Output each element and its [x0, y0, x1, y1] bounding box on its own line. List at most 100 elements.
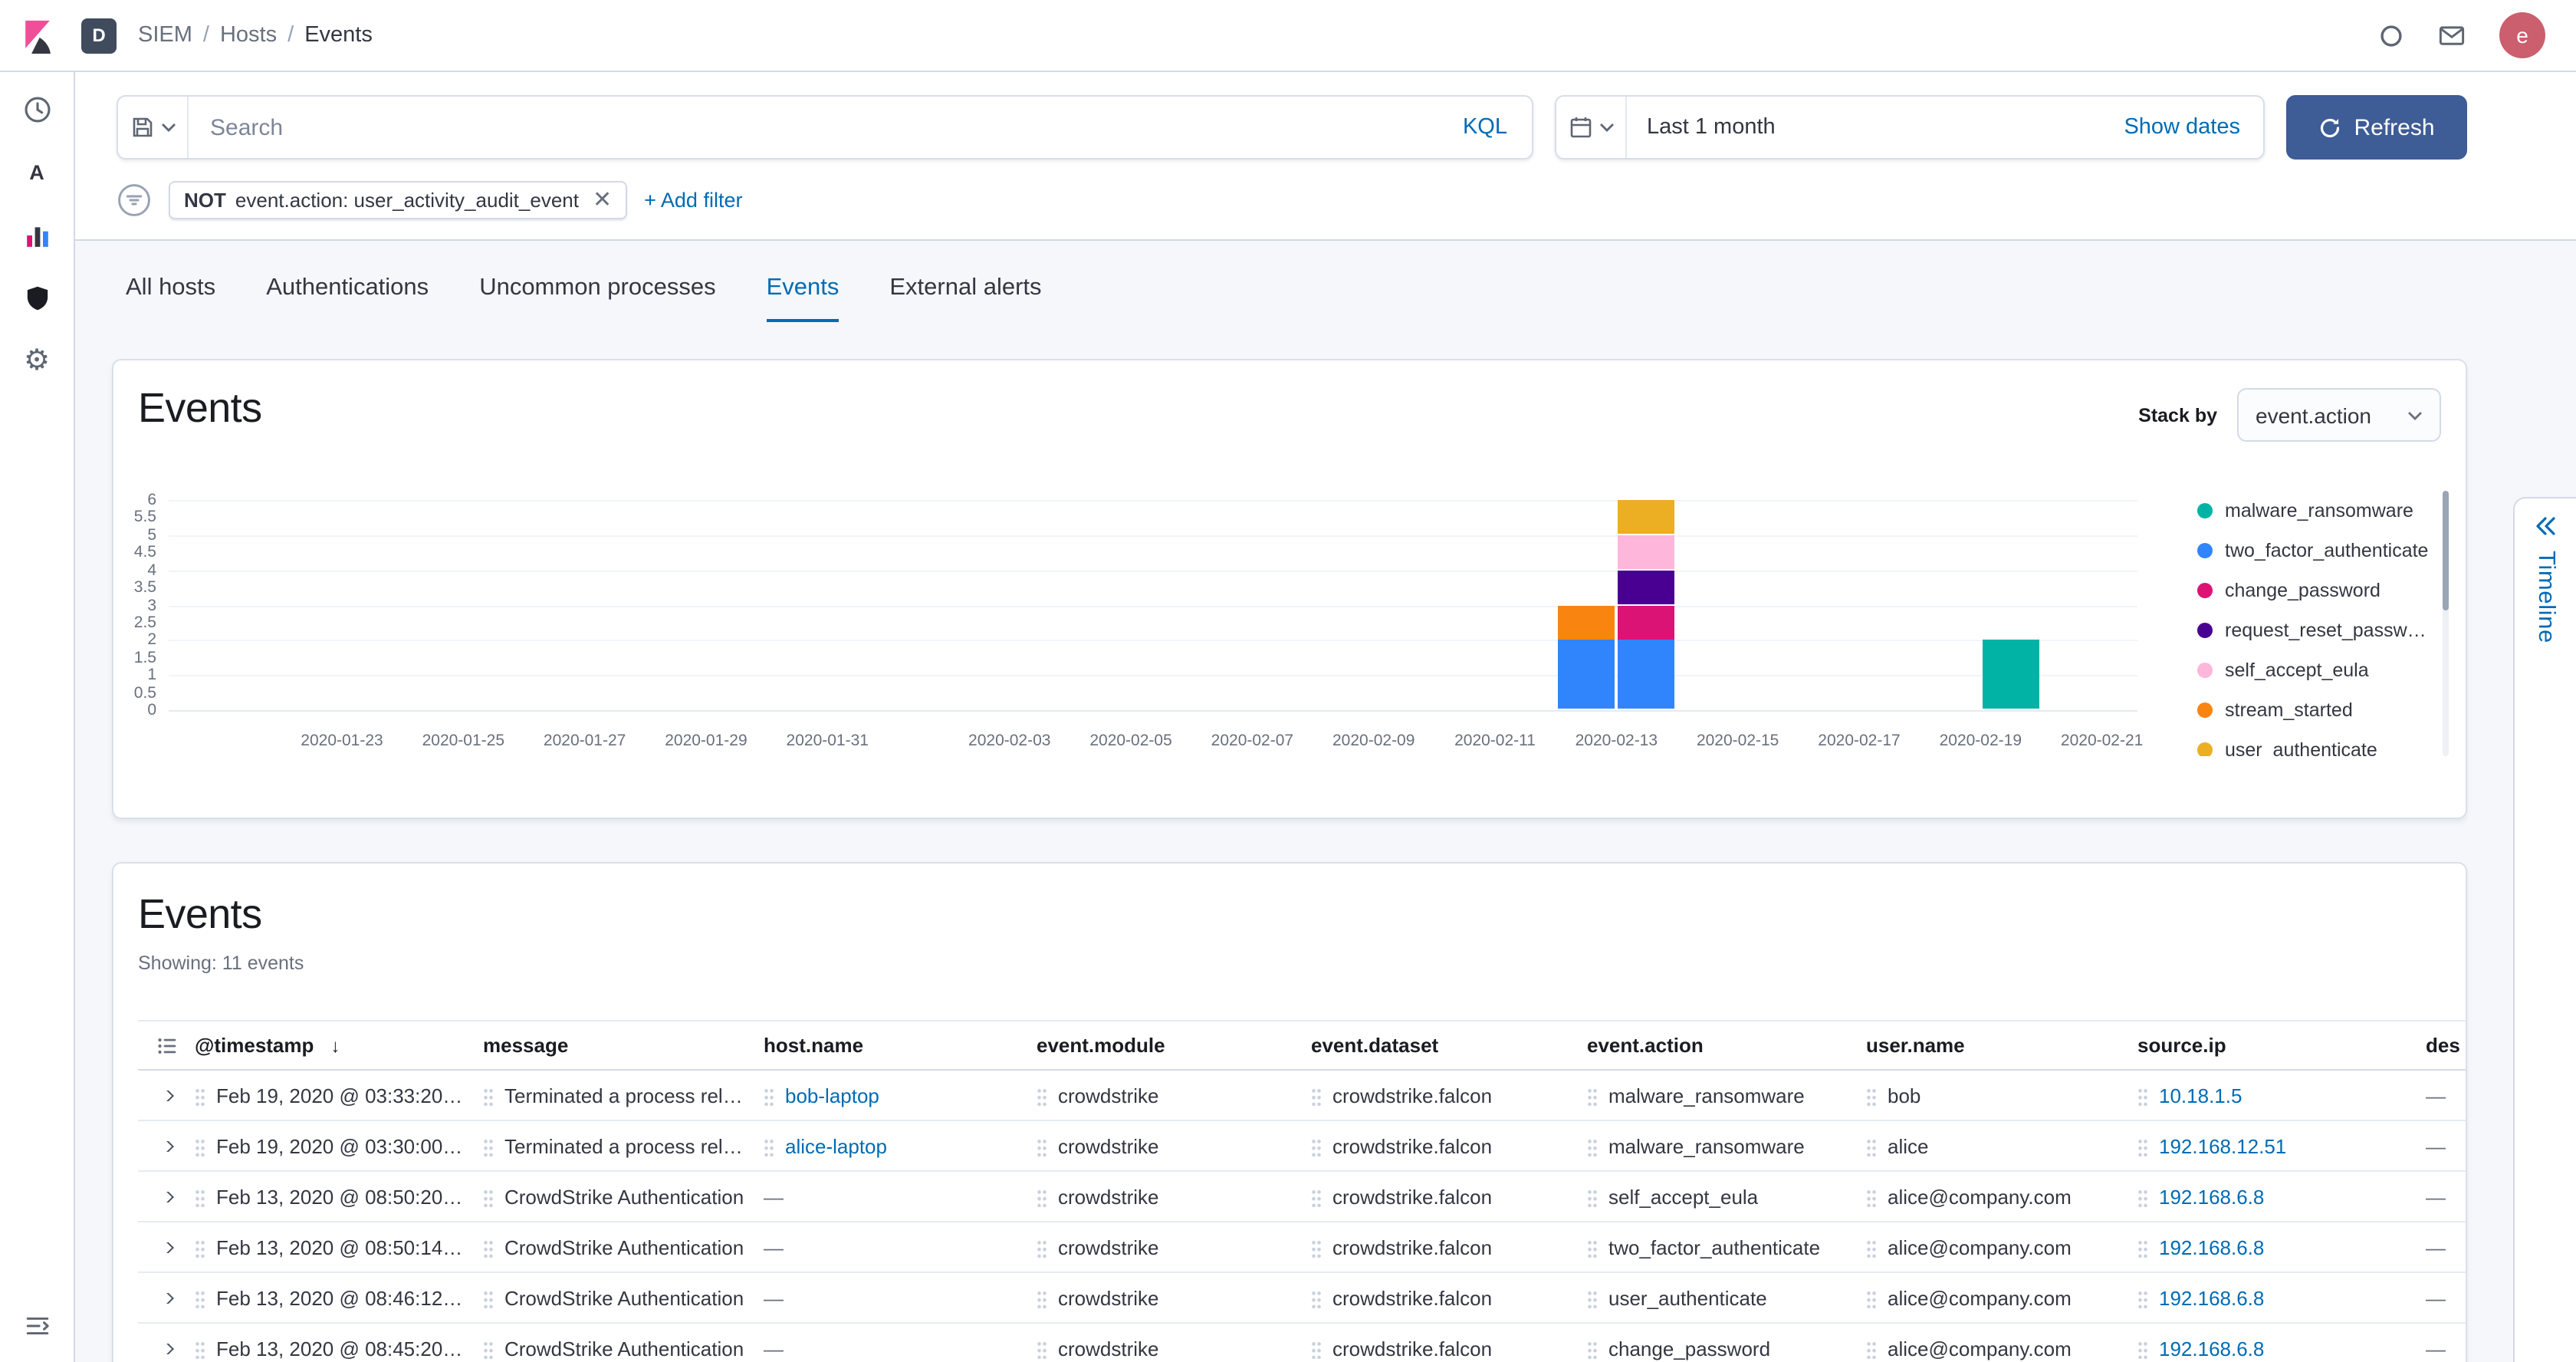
drag-handle-icon[interactable] [1866, 1136, 1877, 1156]
drag-handle-icon[interactable] [1037, 1186, 1047, 1206]
drag-handle-icon[interactable] [1037, 1085, 1047, 1105]
drag-handle-icon[interactable] [1866, 1186, 1877, 1206]
expand-row-button[interactable] [138, 1191, 195, 1202]
refresh-button[interactable]: Refresh [2286, 95, 2467, 160]
legend-item-request_reset_password[interactable]: request_reset_password [2197, 610, 2430, 650]
drag-handle-icon[interactable] [764, 1136, 774, 1156]
bar-2020-02-13-request_reset_password[interactable] [1618, 570, 1675, 604]
drag-handle-icon[interactable] [195, 1237, 205, 1257]
recently-viewed-icon[interactable] [21, 94, 52, 124]
drag-handle-icon[interactable] [2137, 1237, 2148, 1257]
visualize-icon[interactable] [21, 219, 52, 250]
drag-handle-icon[interactable] [1037, 1288, 1047, 1308]
drag-handle-icon[interactable] [1311, 1085, 1322, 1105]
drag-handle-icon[interactable] [1587, 1338, 1598, 1358]
tab-uncommon-processes[interactable]: Uncommon processes [479, 275, 716, 301]
legend-item-stream_started[interactable]: stream_started [2197, 690, 2430, 730]
help-icon[interactable] [2378, 22, 2404, 48]
filter-options-icon[interactable] [117, 182, 152, 217]
drag-handle-icon[interactable] [1587, 1136, 1598, 1156]
drag-handle-icon[interactable] [2137, 1085, 2148, 1105]
drag-handle-icon[interactable] [1587, 1237, 1598, 1257]
expand-row-button[interactable] [138, 1242, 195, 1252]
drag-handle-icon[interactable] [1037, 1136, 1047, 1156]
tab-events[interactable]: Events [766, 275, 840, 322]
drag-handle-icon[interactable] [195, 1338, 205, 1358]
drag-handle-icon[interactable] [483, 1237, 494, 1257]
columns-settings-icon[interactable] [138, 1035, 195, 1056]
legend-scrollbar[interactable] [2443, 491, 2449, 756]
legend-item-malware_ransomware[interactable]: malware_ransomware [2197, 491, 2430, 531]
show-dates-link[interactable]: Show dates [2124, 115, 2240, 140]
drag-handle-icon[interactable] [764, 1085, 774, 1105]
bar-2020-02-13-self_accept_eula[interactable] [1618, 535, 1675, 570]
drag-handle-icon[interactable] [483, 1085, 494, 1105]
siem-icon[interactable] [21, 282, 52, 313]
drag-handle-icon[interactable] [1866, 1085, 1877, 1105]
drag-handle-icon[interactable] [1866, 1288, 1877, 1308]
drag-handle-icon[interactable] [195, 1186, 205, 1206]
expand-row-button[interactable] [138, 1140, 195, 1151]
drag-handle-icon[interactable] [2137, 1136, 2148, 1156]
cell-link[interactable]: 192.168.6.8 [2159, 1235, 2265, 1258]
bar-2020-02-12-two_factor_authenticate[interactable] [1557, 640, 1615, 709]
tab-authentications[interactable]: Authentications [266, 275, 429, 301]
bar-2020-02-19-malware_ransomware[interactable] [1982, 640, 2039, 709]
drag-handle-icon[interactable] [2137, 1288, 2148, 1308]
column-header-des[interactable]: des [2426, 1034, 2466, 1057]
legend-scrollbar-thumb[interactable] [2443, 491, 2449, 610]
drag-handle-icon[interactable] [195, 1288, 205, 1308]
drag-handle-icon[interactable] [2137, 1186, 2148, 1206]
drag-handle-icon[interactable] [1311, 1136, 1322, 1156]
drag-handle-icon[interactable] [1866, 1237, 1877, 1257]
add-filter-link[interactable]: + Add filter [644, 188, 743, 211]
drag-handle-icon[interactable] [483, 1288, 494, 1308]
search-input[interactable] [189, 114, 1438, 140]
tab-all-hosts[interactable]: All hosts [126, 275, 216, 301]
bar-2020-02-13-user_authenticate[interactable] [1618, 500, 1675, 535]
kibana-logo[interactable] [0, 0, 75, 71]
drag-handle-icon[interactable] [483, 1136, 494, 1156]
space-badge[interactable]: D [81, 18, 117, 53]
date-range-value[interactable]: Last 1 month [1647, 115, 1776, 140]
drag-handle-icon[interactable] [1587, 1186, 1598, 1206]
bar-2020-02-13-change_password[interactable] [1618, 605, 1675, 640]
quick-select-date-button[interactable] [1556, 97, 1627, 158]
drag-handle-icon[interactable] [1311, 1237, 1322, 1257]
column-header-message[interactable]: message [483, 1034, 764, 1057]
drag-handle-icon[interactable] [2137, 1338, 2148, 1358]
cell-link[interactable]: 192.168.6.8 [2159, 1337, 2265, 1360]
remove-filter-icon[interactable]: ✕ [592, 186, 613, 212]
drag-handle-icon[interactable] [195, 1136, 205, 1156]
legend-item-two_factor_authenticate[interactable]: two_factor_authenticate [2197, 531, 2430, 571]
drag-handle-icon[interactable] [1037, 1237, 1047, 1257]
breadcrumb-hosts[interactable]: Hosts [219, 23, 278, 48]
cell-link[interactable]: bob-laptop [785, 1084, 879, 1107]
user-avatar[interactable]: e [2499, 12, 2545, 58]
filter-pill[interactable]: NOT event.action: user_activity_audit_ev… [169, 180, 628, 219]
drag-handle-icon[interactable] [483, 1338, 494, 1358]
drag-handle-icon[interactable] [1587, 1085, 1598, 1105]
column-header-hostname[interactable]: host.name [764, 1034, 1037, 1057]
legend-item-self_accept_eula[interactable]: self_accept_eula [2197, 650, 2430, 690]
tab-external-alerts[interactable]: External alerts [889, 275, 1042, 301]
expand-row-button[interactable] [138, 1292, 195, 1303]
column-header-eventmodule[interactable]: event.module [1037, 1034, 1311, 1057]
cell-link[interactable]: 10.18.1.5 [2159, 1084, 2242, 1107]
column-header-sourceip[interactable]: source.ip [2137, 1034, 2426, 1057]
expand-row-button[interactable] [138, 1343, 195, 1354]
stack-by-select[interactable]: event.action [2237, 388, 2441, 442]
expand-row-button[interactable] [138, 1090, 195, 1100]
drag-handle-icon[interactable] [483, 1186, 494, 1206]
drag-handle-icon[interactable] [1587, 1288, 1598, 1308]
legend-item-user_authenticate[interactable]: user_authenticate [2197, 730, 2430, 756]
app-a-icon[interactable]: A [29, 160, 44, 183]
timeline-flyout-toggle[interactable]: Timeline [2513, 497, 2576, 1362]
cell-link[interactable]: alice-laptop [785, 1134, 887, 1157]
saved-query-button[interactable] [118, 97, 189, 158]
bar-2020-02-12-stream_started[interactable] [1557, 605, 1615, 640]
cell-link[interactable]: 192.168.6.8 [2159, 1286, 2265, 1309]
drag-handle-icon[interactable] [1311, 1288, 1322, 1308]
drag-handle-icon[interactable] [195, 1085, 205, 1105]
column-header-eventaction[interactable]: event.action [1587, 1034, 1866, 1057]
